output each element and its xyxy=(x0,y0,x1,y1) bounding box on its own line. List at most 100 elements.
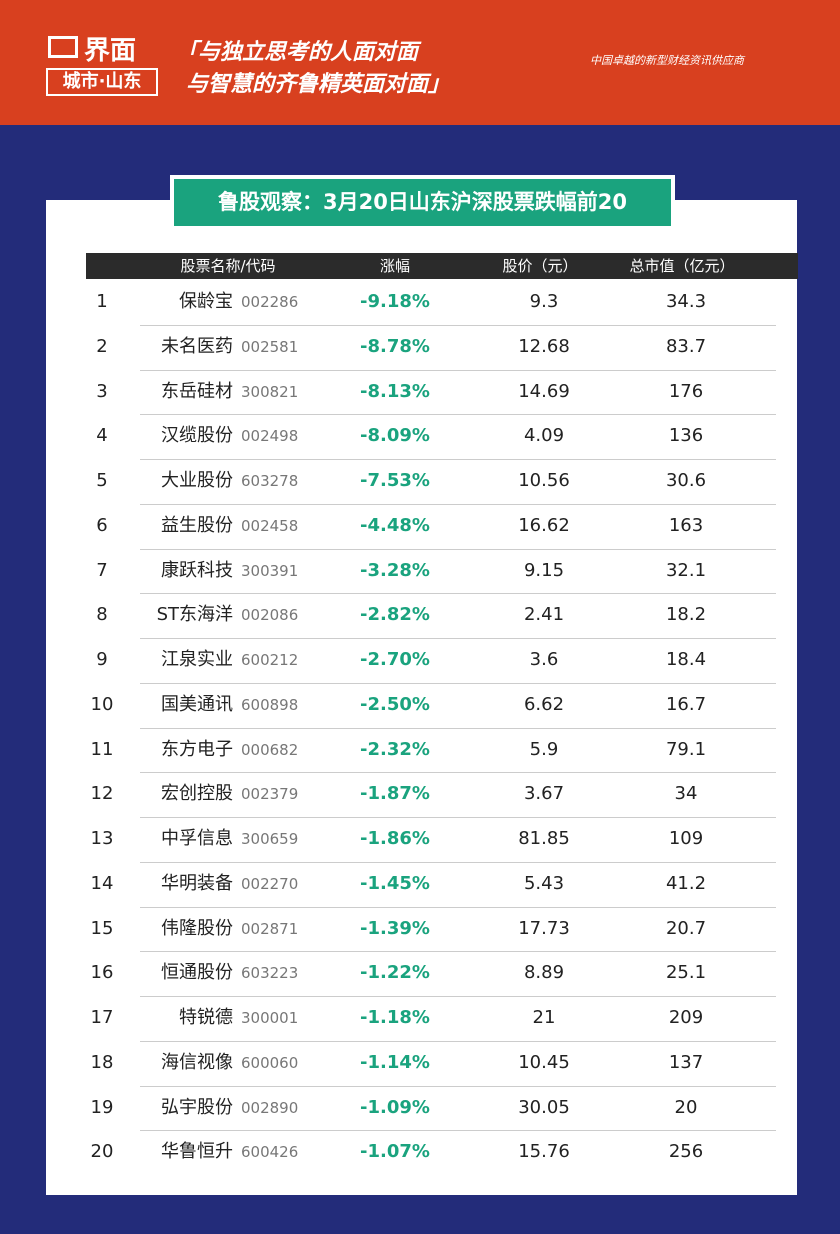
price: 2.41 xyxy=(523,604,565,626)
price: 5.9 xyxy=(529,738,559,760)
stock-code: 000682 xyxy=(241,740,299,759)
stock-name: 华明装备 xyxy=(161,872,233,894)
price: 5.43 xyxy=(523,872,565,894)
market-cap: 79.1 xyxy=(665,738,707,760)
stock-name: 大业股份 xyxy=(161,470,233,491)
rank: 16 xyxy=(90,962,114,984)
column-header: 股票名称/代码 xyxy=(180,257,276,275)
stock-name: 康跃科技 xyxy=(161,559,233,581)
row-separator xyxy=(140,817,776,818)
row-separator xyxy=(140,682,776,684)
row-separator xyxy=(140,906,776,908)
row-separator xyxy=(140,369,776,371)
stock-name: 益生股份 xyxy=(161,514,233,536)
change: -1.14% xyxy=(360,1051,430,1073)
stock-code: 300821 xyxy=(241,382,299,401)
change: -1.45% xyxy=(360,872,430,894)
stock-name: 华鲁恒升 xyxy=(161,1141,233,1163)
price: 10.45 xyxy=(518,1051,570,1073)
market-cap: 16.7 xyxy=(665,693,707,715)
stock-code: 300391 xyxy=(241,561,299,580)
logo-sub: 城市·山东 xyxy=(46,68,158,96)
slogan: 与智慧的齐鲁精英面对面」 xyxy=(186,72,451,97)
row-separator xyxy=(140,1130,776,1132)
stock-name: 弘宇股份 xyxy=(161,1096,233,1118)
stock-code: 600426 xyxy=(241,1143,299,1162)
stock-code: 002286 xyxy=(241,293,299,311)
change: -8.78% xyxy=(360,335,430,357)
row-separator xyxy=(140,772,776,774)
table-card xyxy=(46,200,797,1195)
row-separator xyxy=(140,996,776,997)
market-cap: 41.2 xyxy=(665,872,707,894)
price: 15.76 xyxy=(518,1141,570,1163)
stock-code: 002498 xyxy=(241,427,299,446)
row-separator xyxy=(140,638,776,639)
market-cap: 136 xyxy=(668,425,704,447)
change: -1.39% xyxy=(360,917,430,939)
rank: 11 xyxy=(90,738,114,760)
rank: 9 xyxy=(96,649,108,670)
stock-name: 汉缆股份 xyxy=(161,425,233,447)
market-cap: 18.2 xyxy=(665,604,707,626)
table-title: 鲁股观察：3月20日山东沪深股票跌幅前20 xyxy=(170,175,675,230)
row-separator xyxy=(140,1040,776,1042)
change: -8.13% xyxy=(360,380,430,402)
market-cap: 163 xyxy=(668,514,704,536)
stock-code: 603223 xyxy=(241,964,299,983)
rank: 17 xyxy=(90,1007,114,1028)
stock-name: 未名医药 xyxy=(161,335,233,357)
rank: 3 xyxy=(96,380,108,402)
market-cap: 176 xyxy=(668,380,704,402)
change: -2.50% xyxy=(360,693,430,715)
market-cap: 34.3 xyxy=(665,291,707,312)
price: 21 xyxy=(532,1007,556,1028)
column-header: 股价（元） xyxy=(502,257,578,275)
price: 14.69 xyxy=(518,380,570,402)
row-separator xyxy=(140,727,776,729)
stock-code: 603278 xyxy=(241,472,299,490)
stock-name: 国美通讯 xyxy=(161,693,233,715)
stock-name: 特锐德 xyxy=(179,1007,233,1028)
stock-name: 恒通股份 xyxy=(161,962,233,984)
change: -1.22% xyxy=(360,962,430,984)
slogan: 「与独立思考的人面对面 xyxy=(176,40,419,65)
change: -2.32% xyxy=(360,738,430,760)
tagline: 中国卓越的新型财经资讯供应商 xyxy=(590,54,744,67)
stock-name: 东方电子 xyxy=(161,738,233,760)
price: 9.3 xyxy=(529,291,559,312)
market-cap: 34 xyxy=(674,783,698,805)
row-separator xyxy=(140,503,776,505)
rank: 10 xyxy=(90,693,114,715)
stock-name: 宏创控股 xyxy=(161,783,233,805)
logo-icon xyxy=(48,36,78,58)
header-band xyxy=(0,0,840,125)
stock-code: 300001 xyxy=(241,1009,299,1027)
market-cap: 20 xyxy=(674,1096,698,1118)
change: -1.07% xyxy=(360,1141,430,1163)
market-cap: 32.1 xyxy=(665,559,707,581)
price: 4.09 xyxy=(523,425,565,447)
stock-code: 002458 xyxy=(241,516,299,535)
rank: 12 xyxy=(90,783,114,805)
stock-code: 002270 xyxy=(241,874,299,893)
row-separator xyxy=(140,951,776,953)
market-cap: 109 xyxy=(668,828,704,849)
change: -9.18% xyxy=(360,291,430,312)
change: -4.48% xyxy=(360,514,430,536)
market-cap: 20.7 xyxy=(665,917,707,939)
rank: 20 xyxy=(90,1141,114,1163)
price: 16.62 xyxy=(518,514,570,536)
row-separator xyxy=(140,1085,776,1087)
change: -2.82% xyxy=(360,604,430,626)
rank: 13 xyxy=(90,828,114,849)
stock-code: 600060 xyxy=(241,1053,299,1072)
price: 10.56 xyxy=(518,470,570,491)
market-cap: 83.7 xyxy=(665,335,707,357)
stock-name: 保龄宝 xyxy=(179,291,233,312)
stock-name: 东岳硅材 xyxy=(161,380,233,402)
rank: 5 xyxy=(96,470,108,491)
stock-code: 002581 xyxy=(241,337,299,356)
stock-name: 伟隆股份 xyxy=(161,917,233,939)
